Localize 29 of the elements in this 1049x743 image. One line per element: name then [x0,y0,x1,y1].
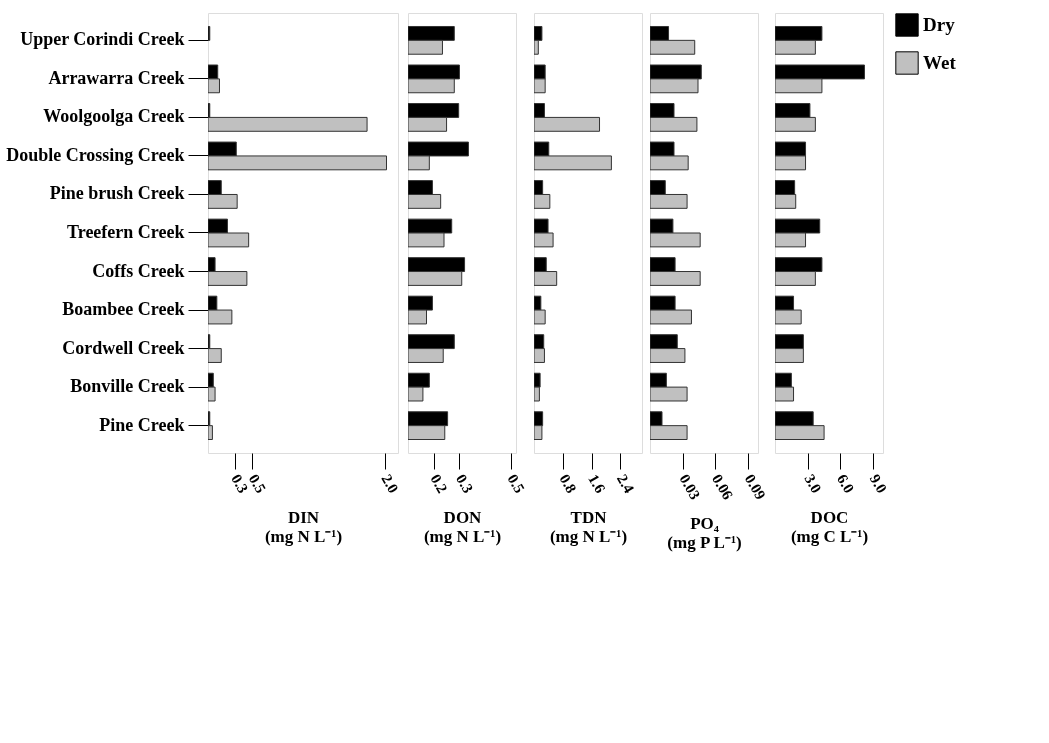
x-tick-label: 2.0 [378,471,402,496]
y-tick-label: Arrawarra Creek [48,67,185,88]
y-tick-label: Cordwell Creek [62,337,185,358]
y-tick-label: Pine Creek [99,414,185,435]
y-tick-label: Double Crossing Creek [6,144,185,165]
x-tick-label: 0.09 [741,471,769,503]
y-tick-label: Coffs Creek [92,260,185,281]
x-tick-label: 0.2 [427,471,451,496]
y-tick-label: Bonville Creek [70,376,185,397]
x-tick-label: 0.3 [453,471,477,496]
x-axis-title: DIN (mg N L⁻¹) [264,507,343,546]
y-tick-label: Woolgoolga Creek [43,106,185,127]
x-axis-title: TDN (mg N L⁻¹) [549,507,628,546]
x-tick-label: 6.0 [834,471,858,496]
x-tick-label: 3.0 [801,471,825,496]
y-tick-label: Boambee Creek [62,299,185,320]
x-axis-title: DON (mg N L⁻¹) [423,507,502,546]
x-axis-title: PO₄ (mg P L⁻¹) [667,514,742,553]
x-tick-label: 9.0 [866,471,890,496]
x-tick-label: 1.6 [585,471,609,497]
y-tick-label: Pine brush Creek [49,183,185,204]
legend-label: Wet [923,52,957,73]
x-tick-label: 0.5 [504,471,528,496]
legend-label: Dry [923,14,956,35]
x-tick-label: 2.4 [613,471,638,497]
y-tick-label: Upper Corindi Creek [20,29,185,50]
x-axis-title: DOC (mg C L⁻¹) [790,507,869,546]
y-tick-label: Treefern Creek [67,222,185,242]
x-tick-label: 0.8 [556,471,580,496]
